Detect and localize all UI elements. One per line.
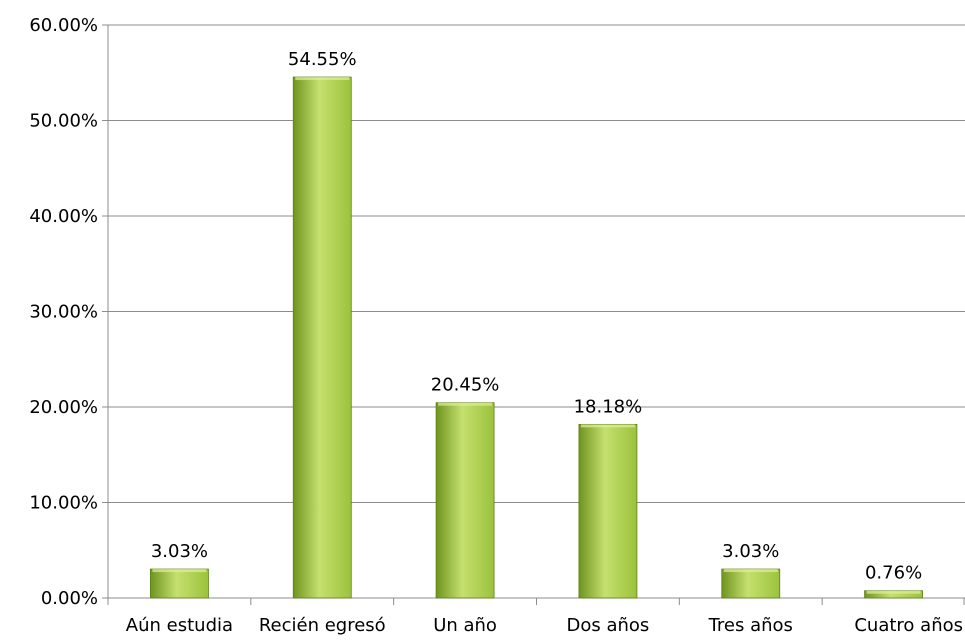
y-tick-label: 30.00% (29, 302, 98, 323)
bar (292, 76, 352, 599)
gridlines (108, 24, 965, 503)
bars (150, 76, 923, 599)
bar-highlight (438, 402, 493, 406)
bar (150, 568, 209, 599)
data-label: 3.03% (722, 541, 779, 562)
y-tick-label: 60.00% (29, 15, 98, 36)
bar (721, 568, 781, 599)
category-label: Dos años (567, 615, 650, 636)
category-label: Un año (433, 615, 497, 636)
bar (435, 402, 495, 599)
data-label: 18.18% (574, 396, 643, 417)
bar-highlight (723, 569, 778, 573)
data-label: 54.55% (288, 49, 357, 70)
y-tick-label: 10.00% (29, 493, 98, 514)
bar-highlight (866, 590, 921, 594)
bar-highlight (580, 424, 635, 428)
category-label: Aún estudia (126, 615, 233, 636)
category-label: Recién egresó (259, 615, 386, 636)
bar (578, 423, 638, 599)
y-tick-label: 0.00% (41, 588, 98, 609)
data-label: 3.03% (151, 541, 208, 562)
bar-highlight (295, 77, 350, 81)
y-tick-label: 20.00% (29, 397, 98, 418)
data-label: 20.45% (431, 375, 500, 396)
category-label: Tres años (708, 615, 793, 636)
axes (102, 24, 965, 605)
category-label: Cuatro años (854, 615, 963, 636)
data-label: 0.76% (865, 563, 922, 584)
y-tick-label: 50.00% (29, 111, 98, 132)
bar-highlight (152, 569, 207, 573)
labels: 0.00% 10.00% 20.00% 30.00% 40.00% 50.00% 60.00… (29, 15, 963, 636)
y-tick-label: 40.00% (29, 206, 98, 227)
